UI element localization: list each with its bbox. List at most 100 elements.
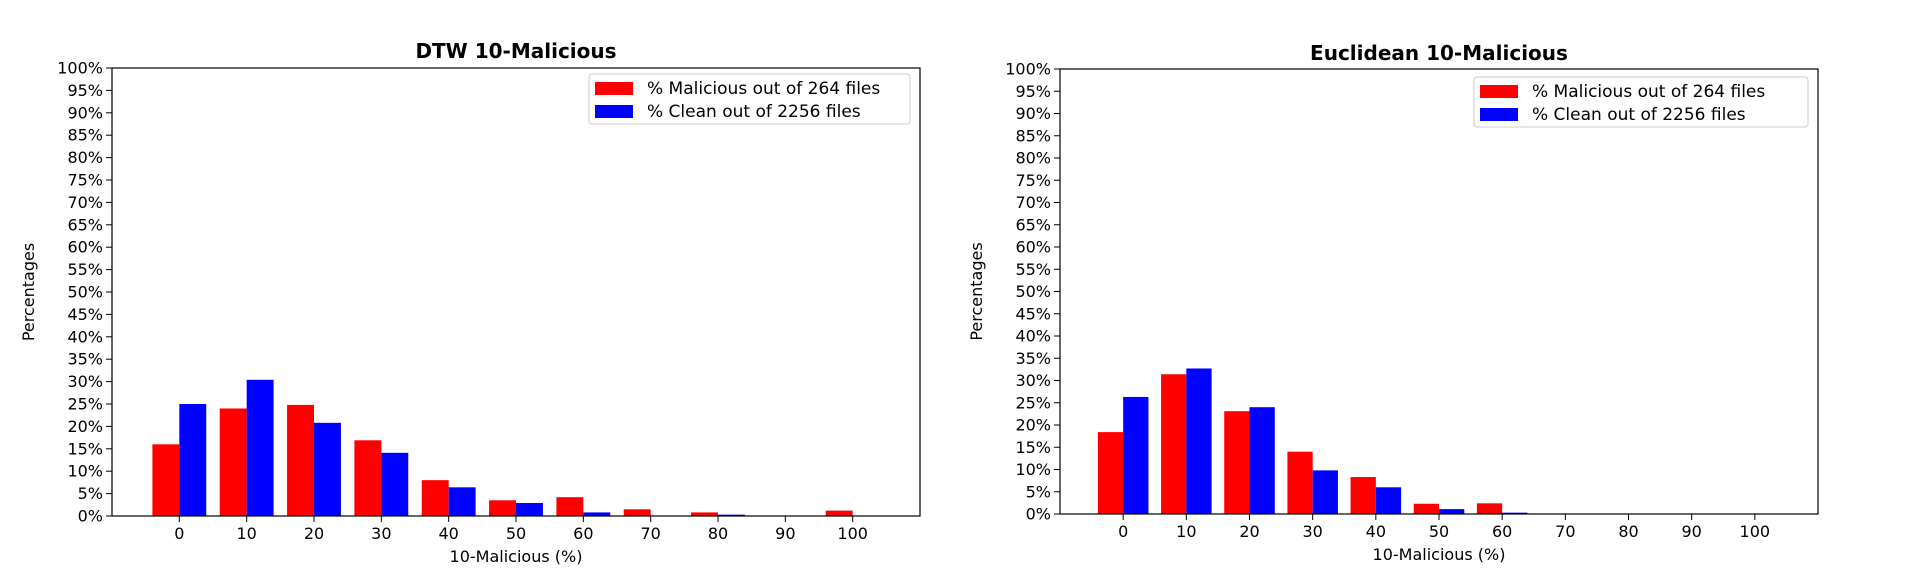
x-tick-label: 90 (775, 524, 795, 543)
x-tick-label: 60 (573, 524, 593, 543)
legend-swatch (595, 105, 633, 118)
y-tick-label: 30% (67, 372, 103, 391)
bar (1249, 407, 1275, 514)
y-tick-label: 45% (1015, 304, 1051, 323)
y-tick-label: 50% (1015, 282, 1051, 301)
y-tick-label: 5% (1026, 482, 1051, 501)
y-tick-label: 15% (67, 439, 103, 458)
y-tick-label: 75% (67, 171, 103, 190)
legend-label: % Clean out of 2256 files (1532, 105, 1746, 125)
y-tick-label: 95% (67, 81, 103, 100)
legend-swatch (1480, 108, 1518, 121)
bar (179, 404, 207, 516)
y-tick-label: 15% (1015, 438, 1051, 457)
x-tick-label: 80 (708, 524, 728, 543)
x-tick-label: 50 (506, 524, 526, 543)
y-tick-label: 75% (1015, 171, 1051, 190)
bar (219, 408, 247, 516)
x-tick-label: 70 (1555, 522, 1575, 541)
bar (354, 440, 382, 516)
chart-title: Euclidean 10-Malicious (1310, 41, 1568, 65)
y-tick-label: 0% (1026, 505, 1051, 524)
bar (314, 422, 341, 516)
y-tick-label: 10% (67, 462, 103, 481)
x-tick-label: 40 (438, 524, 458, 543)
y-tick-label: 50% (67, 283, 103, 302)
x-tick-label: 90 (1681, 522, 1701, 541)
bar (381, 452, 409, 516)
y-tick-label: 10% (1015, 460, 1051, 479)
y-tick-label: 80% (67, 148, 103, 167)
bar (718, 514, 745, 516)
y-tick-label: 5% (78, 484, 103, 503)
x-tick-label: 0 (1118, 522, 1128, 541)
x-tick-label: 30 (1302, 522, 1322, 541)
bar (287, 404, 314, 516)
x-tick-label: 20 (1239, 522, 1259, 541)
x-tick-label: 70 (640, 524, 660, 543)
legend-swatch (1480, 85, 1518, 98)
bar (825, 510, 853, 516)
y-tick-label: 95% (1015, 82, 1051, 101)
y-tick-label: 20% (1015, 416, 1051, 435)
x-tick-label: 20 (304, 524, 324, 543)
bar (1123, 396, 1149, 514)
y-tick-label: 55% (67, 260, 103, 279)
y-tick-label: 85% (1015, 126, 1051, 145)
y-tick-label: 65% (67, 215, 103, 234)
x-tick-label: 50 (1429, 522, 1449, 541)
bar (489, 500, 516, 516)
y-tick-label: 25% (1015, 393, 1051, 412)
legend-label: % Malicious out of 264 files (1532, 82, 1765, 102)
bar (623, 509, 651, 516)
legend-box (1473, 76, 1809, 128)
bar (516, 503, 543, 516)
bar (1287, 451, 1313, 514)
legend: % Malicious out of 264 files % Clean out … (1473, 76, 1809, 128)
y-tick-label: 20% (67, 417, 103, 436)
y-tick-label: 80% (1015, 149, 1051, 168)
y-tick-label: 100% (1005, 60, 1051, 79)
y-tick-label: 35% (1015, 349, 1051, 368)
y-tick-label: 90% (1015, 104, 1051, 123)
legend-label: % Malicious out of 264 files (647, 79, 880, 99)
x-tick-label: 10 (236, 524, 256, 543)
bar (1097, 432, 1124, 514)
y-tick-label: 65% (1015, 215, 1051, 234)
x-tick-label: 30 (371, 524, 391, 543)
y-tick-label: 85% (67, 126, 103, 145)
chart-title: DTW 10-Malicious (415, 39, 616, 63)
x-tick-label: 100 (1740, 522, 1771, 541)
bar (1439, 509, 1465, 514)
x-tick-label: 0 (174, 524, 184, 543)
x-tick-label: 60 (1492, 522, 1512, 541)
chart-0: DTW 10-Malicious 0% 5% 10% 15% 20% 25% 30% 35% 40… (19, 39, 921, 566)
bar (1476, 503, 1503, 514)
bar (421, 480, 449, 516)
y-tick-label: 25% (67, 395, 103, 414)
x-tick-label: 10 (1176, 522, 1196, 541)
x-tick-label: 40 (1366, 522, 1386, 541)
y-tick-label: 45% (67, 305, 103, 324)
y-tick-label: 55% (1015, 260, 1051, 279)
x-tick-label: 100 (837, 524, 868, 543)
x-axis-label: 10-Malicious (%) (1373, 545, 1506, 564)
legend: % Malicious out of 264 files % Clean out … (588, 73, 911, 125)
bar (1413, 503, 1439, 514)
bar (1502, 512, 1528, 514)
bar (152, 444, 180, 516)
bar (1312, 470, 1338, 514)
bar (556, 497, 584, 516)
bar (1375, 487, 1402, 514)
y-tick-label: 100% (57, 59, 103, 78)
legend-box (588, 73, 911, 125)
y-tick-label: 70% (67, 193, 103, 212)
bar (583, 512, 611, 516)
y-tick-label: 40% (67, 327, 103, 346)
y-tick-label: 90% (67, 103, 103, 122)
y-tick-label: 60% (67, 238, 103, 257)
y-tick-label: 30% (1015, 371, 1051, 390)
bar (1161, 374, 1187, 514)
bar (246, 379, 274, 516)
